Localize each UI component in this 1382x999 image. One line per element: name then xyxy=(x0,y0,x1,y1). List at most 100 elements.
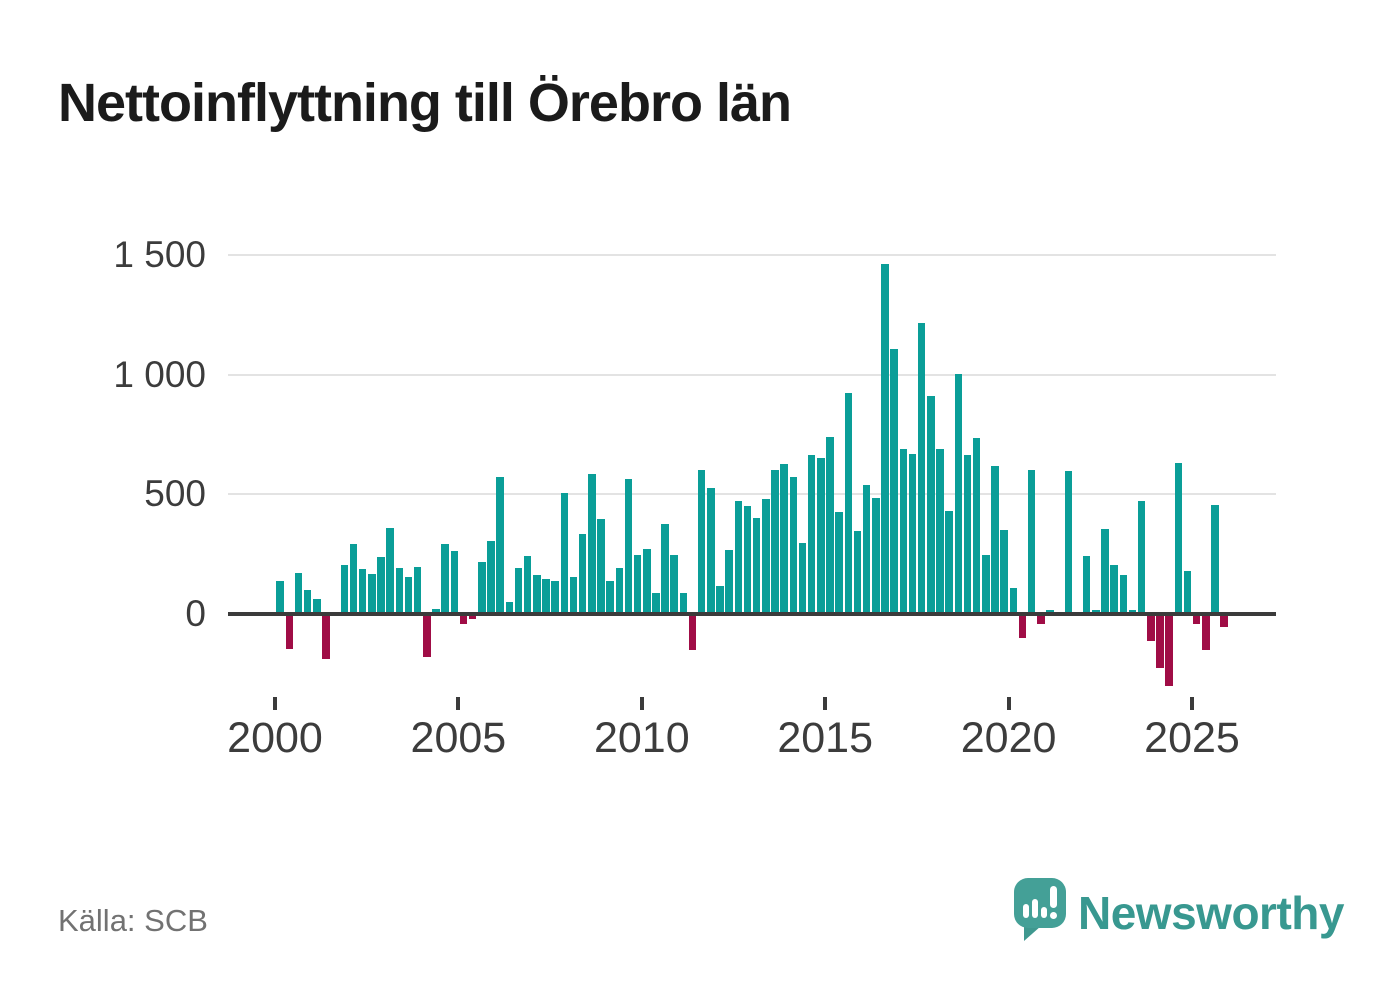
bar-positive xyxy=(991,465,999,614)
chart-title: Nettoinflyttning till Örebro län xyxy=(58,73,792,133)
exclamation-dot xyxy=(1050,912,1057,919)
bar-positive xyxy=(807,454,816,614)
source-note: Källa: SCB xyxy=(58,903,208,938)
bar-negative xyxy=(1037,614,1045,624)
bar-negative xyxy=(459,614,468,624)
bar-positive xyxy=(294,572,303,614)
y-gridline xyxy=(228,373,1276,376)
bar-positive xyxy=(588,473,596,614)
bar-positive xyxy=(441,544,449,614)
y-gridline xyxy=(228,254,1276,257)
bar-positive xyxy=(1101,528,1109,614)
x-tick xyxy=(823,697,828,710)
bar-positive xyxy=(313,599,321,614)
x-tick xyxy=(1190,697,1194,710)
bar-negative xyxy=(468,614,477,619)
x-tick xyxy=(639,697,644,710)
bar-positive xyxy=(734,501,743,614)
x-tick xyxy=(273,697,277,710)
bar-negative xyxy=(1156,614,1164,668)
bar-positive xyxy=(1110,564,1118,614)
y-tick-label: 1 500 xyxy=(113,234,206,276)
bar-negative xyxy=(322,614,330,660)
bar-positive xyxy=(780,464,788,614)
bar-positive xyxy=(963,454,972,614)
exclamation-bar xyxy=(1050,886,1057,908)
bar-positive xyxy=(798,543,807,614)
newsworthy-logo: Newsworthy xyxy=(1010,872,1344,952)
bar-positive xyxy=(917,323,926,614)
newsworthy-logo-text: Newsworthy xyxy=(1078,887,1344,939)
x-tick-label: 2000 xyxy=(227,714,323,762)
bar-positive xyxy=(358,569,367,614)
bar-positive xyxy=(1174,463,1183,614)
bar-negative xyxy=(1220,614,1228,628)
bar-positive xyxy=(615,568,623,614)
bar-positive xyxy=(560,492,568,614)
bar-positive xyxy=(478,562,486,614)
bar-positive xyxy=(496,477,504,614)
bar-positive xyxy=(633,555,642,614)
bar-positive xyxy=(1027,470,1036,614)
bar-positive xyxy=(679,593,688,614)
bar-positive xyxy=(413,566,422,614)
x-tick-label: 2010 xyxy=(593,714,690,762)
bar-positive xyxy=(432,608,440,614)
bar-positive xyxy=(752,518,761,614)
bar-positive xyxy=(1009,588,1018,614)
bar-glyph-3 xyxy=(1041,907,1047,918)
bar-positive xyxy=(624,478,633,614)
bar-positive xyxy=(1137,501,1146,614)
bar-positive xyxy=(661,523,669,614)
y-tick-label: 500 xyxy=(144,473,206,515)
bar-positive xyxy=(707,488,715,614)
bar-positive xyxy=(377,557,385,614)
x-tick xyxy=(456,697,461,710)
bar-positive xyxy=(533,575,541,614)
bar-positive xyxy=(835,512,843,614)
bar-positive xyxy=(578,533,587,614)
bar-positive xyxy=(899,448,908,614)
bar-negative xyxy=(1202,614,1210,650)
bar-positive xyxy=(514,568,523,614)
bar-positive xyxy=(908,453,917,614)
bar-positive xyxy=(303,589,312,614)
bar-positive xyxy=(743,506,752,614)
bar-positive xyxy=(643,549,651,614)
bar-positive xyxy=(936,448,944,614)
bar-positive xyxy=(386,527,394,614)
bar-positive xyxy=(652,593,660,614)
y-gridline xyxy=(228,493,1276,496)
bar-positive xyxy=(597,519,605,614)
bar-positive xyxy=(606,581,614,614)
bar-positive xyxy=(826,436,834,614)
bar-positive xyxy=(982,555,990,614)
y-tick-label: 0 xyxy=(185,592,206,634)
bar-positive xyxy=(450,551,459,614)
x-tick-label: 2015 xyxy=(777,714,874,762)
bar-positive xyxy=(872,497,880,614)
bar-positive xyxy=(276,581,284,614)
bar-positive xyxy=(505,601,514,614)
bar-positive xyxy=(844,392,853,614)
bar-positive xyxy=(368,574,376,614)
bar-positive xyxy=(551,581,559,614)
speech-bubble xyxy=(1014,878,1066,928)
bar-positive xyxy=(542,578,550,614)
bar-positive xyxy=(523,556,532,614)
y-tick-label: 1 000 xyxy=(113,353,206,395)
bar-positive xyxy=(340,564,349,614)
bar-positive xyxy=(569,576,578,614)
x-tick-label: 2025 xyxy=(1144,714,1240,762)
bar-positive xyxy=(862,484,871,614)
bar-negative xyxy=(285,614,294,649)
x-tick xyxy=(1006,697,1011,710)
bar-negative xyxy=(1192,614,1201,624)
bar-positive xyxy=(927,396,935,614)
bar-positive xyxy=(771,470,779,614)
bar-positive xyxy=(697,470,706,614)
speech-bubble-tail xyxy=(1024,926,1041,941)
x-tick-label: 2020 xyxy=(960,714,1057,762)
bar-negative xyxy=(688,614,697,650)
